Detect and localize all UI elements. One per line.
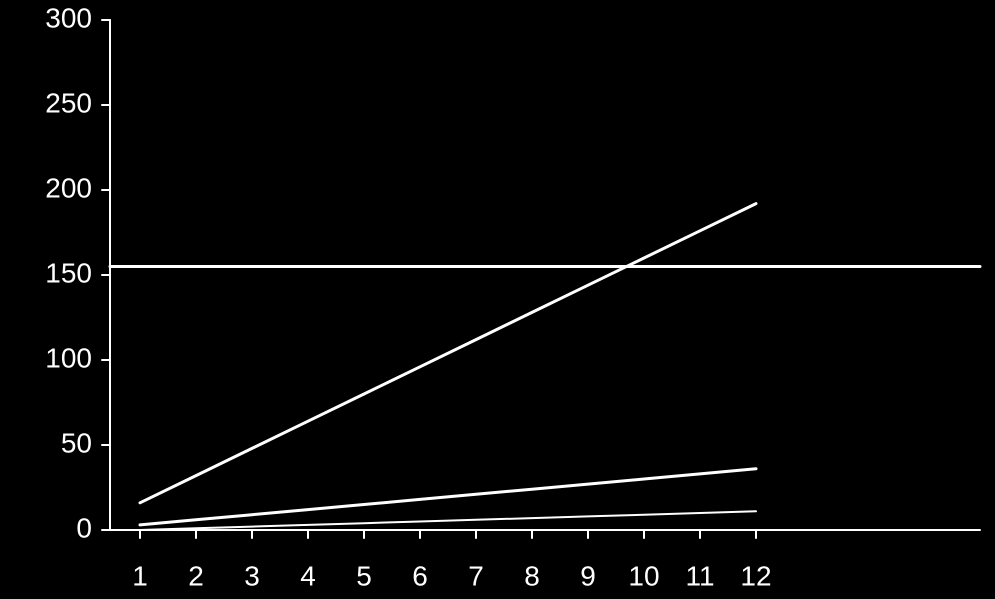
x-tick-label: 2 [188, 560, 204, 591]
y-tick-label: 50 [61, 427, 92, 458]
x-tick-label: 1 [132, 560, 148, 591]
x-tick-label: 10 [628, 560, 659, 591]
x-tick-label: 5 [356, 560, 372, 591]
x-tick-label: 4 [300, 560, 316, 591]
x-tick-label: 9 [580, 560, 596, 591]
x-tick-label: 12 [740, 560, 771, 591]
y-tick-label: 250 [45, 87, 92, 118]
chart-background [0, 0, 995, 599]
y-tick-label: 200 [45, 172, 92, 203]
x-tick-label: 11 [685, 560, 714, 591]
x-tick-label: 7 [468, 560, 484, 591]
chart-svg: 050100150200250300123456789101112 [0, 0, 995, 599]
y-tick-label: 0 [76, 512, 92, 543]
y-tick-label: 300 [45, 2, 92, 33]
y-tick-label: 150 [45, 257, 92, 288]
y-tick-label: 100 [45, 342, 92, 373]
line-chart: 050100150200250300123456789101112 [0, 0, 995, 599]
x-tick-label: 8 [524, 560, 540, 591]
x-tick-label: 6 [412, 560, 428, 591]
x-tick-label: 3 [244, 560, 260, 591]
